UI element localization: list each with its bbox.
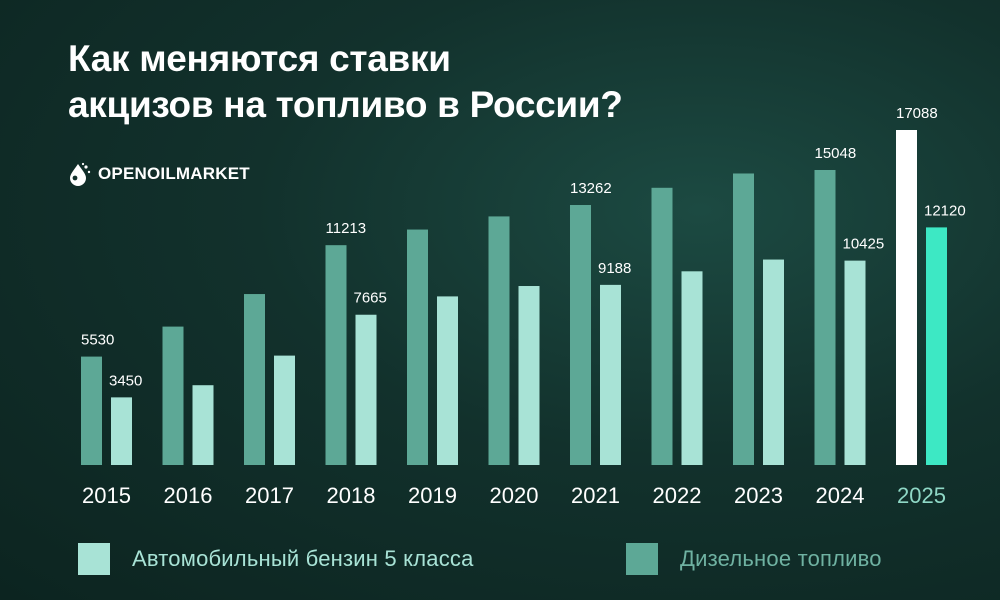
bar-diesel-2024 [814, 169, 836, 465]
legend-label-diesel: Дизельное топливо [680, 546, 882, 571]
brand-name: OPENOILMARKET [98, 164, 250, 183]
bar-diesel-2018 [325, 245, 347, 465]
x-tick-label-2021: 2021 [571, 483, 620, 508]
x-tick-label-2020: 2020 [490, 483, 539, 508]
value-label-diesel-2025: 17088 [896, 105, 938, 122]
x-tick-label-2015: 2015 [82, 483, 131, 508]
value-label-diesel-2018: 11213 [326, 220, 367, 237]
chart-title: Как меняются ставки акцизов на топливо в… [68, 36, 708, 128]
value-label-gasoline-2021: 9188 [598, 260, 631, 277]
bar-diesel-2025 [896, 130, 917, 465]
bar-diesel-2017 [244, 294, 265, 465]
bar-gasoline-2018 [355, 314, 377, 465]
x-tick-label-2025: 2025 [897, 483, 946, 508]
x-tick-label-2018: 2018 [327, 483, 376, 508]
oil-drop-logo-icon [70, 162, 91, 186]
bar-diesel-2022 [651, 187, 673, 466]
bar-diesel-2020 [488, 216, 510, 465]
chart-title-line-2: акцизов на топливо в России? [68, 84, 623, 125]
value-label-diesel-2024: 15048 [815, 145, 857, 162]
bar-gasoline-2025 [926, 227, 947, 465]
legend-swatch-gasoline [78, 543, 110, 575]
legend-item-diesel: Дизельное топливо [626, 543, 882, 575]
brand-logo: OPENOILMARKET [66, 160, 250, 188]
value-label-gasoline-2024: 10425 [843, 236, 885, 253]
x-tick-label-2017: 2017 [245, 483, 294, 508]
bar-gasoline-2023 [763, 259, 784, 465]
value-label-diesel-2015: 5530 [81, 332, 114, 349]
x-tick-label-2019: 2019 [408, 483, 457, 508]
legend-item-gasoline: Автомобильный бензин 5 класса [78, 543, 474, 575]
x-tick-label-2022: 2022 [653, 483, 702, 508]
x-tick-label-2023: 2023 [734, 483, 783, 508]
bar-gasoline-2024 [844, 260, 866, 465]
chart-title-line-1: Как меняются ставки [68, 38, 451, 79]
bar-gasoline-2017 [274, 355, 295, 465]
bar-diesel-2021 [570, 205, 591, 465]
bar-gasoline-2015 [111, 397, 132, 465]
bar-diesel-2019 [407, 229, 428, 465]
bar-gasoline-2021 [600, 284, 621, 465]
bar-gasoline-2020 [518, 286, 540, 465]
value-label-gasoline-2025: 12120 [924, 202, 966, 219]
legend-label-gasoline: Автомобильный бензин 5 класса [132, 546, 474, 571]
bar-gasoline-2019 [437, 296, 458, 465]
x-tick-label-2016: 2016 [164, 483, 213, 508]
bar-diesel-2015 [81, 356, 102, 465]
bar-gasoline-2016 [192, 385, 214, 465]
legend-swatch-diesel [626, 543, 658, 575]
bar-diesel-2023 [733, 173, 754, 466]
value-label-gasoline-2018: 7665 [354, 290, 387, 307]
bar-gasoline-2022 [681, 271, 703, 465]
x-tick-label-2024: 2024 [816, 483, 865, 508]
value-label-gasoline-2015: 3450 [109, 372, 142, 389]
bar-diesel-2016 [162, 326, 184, 465]
value-label-diesel-2021: 13262 [570, 180, 612, 197]
